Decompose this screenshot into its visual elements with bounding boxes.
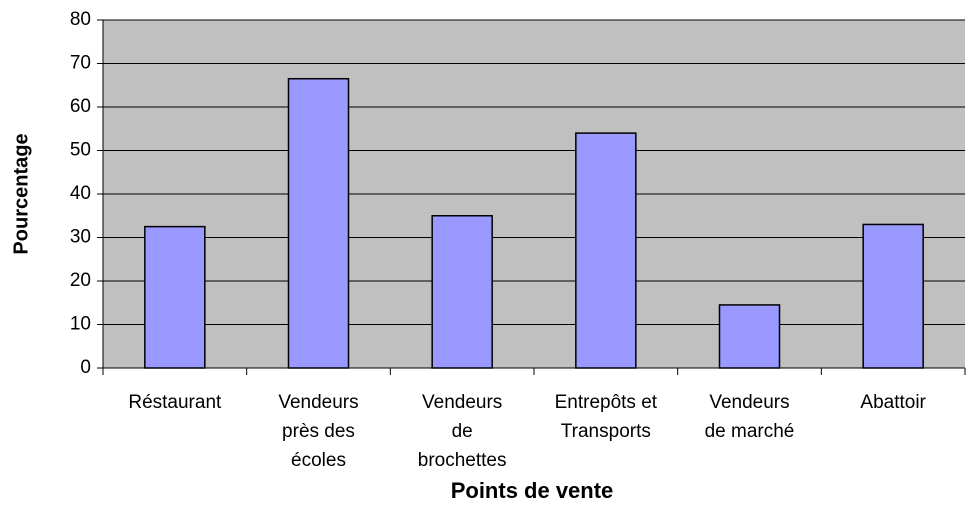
- bar: [862, 223, 924, 369]
- x-tick-label: Réstaurant: [128, 392, 222, 413]
- y-tick-label: 30: [70, 227, 91, 248]
- x-tick-label: Abattoir: [860, 392, 926, 413]
- y-tick-label: 20: [70, 270, 91, 291]
- bar: [575, 132, 637, 369]
- x-tick-label: Vendeurs de brochettes: [417, 392, 507, 471]
- y-tick-label: 10: [70, 314, 91, 335]
- bar: [431, 215, 493, 369]
- y-axis-title: Pourcentage: [10, 133, 32, 254]
- y-tick-label: 50: [70, 140, 91, 161]
- y-tick-label: 60: [70, 96, 91, 117]
- y-tick-label: 70: [70, 53, 91, 74]
- x-tick-label: Vendeurs près des écoles: [278, 392, 359, 471]
- bar: [144, 225, 206, 369]
- y-tick-label: 0: [80, 357, 91, 378]
- y-tick-label: 40: [70, 183, 91, 204]
- y-tick-label: 80: [70, 9, 91, 30]
- bar: [718, 304, 781, 369]
- x-axis-title: Points de vente: [451, 478, 614, 503]
- bar: [287, 77, 350, 369]
- x-tick-label: Entrepôts et Transports: [554, 392, 658, 442]
- x-tick-label: Vendeurs de marché: [704, 392, 795, 442]
